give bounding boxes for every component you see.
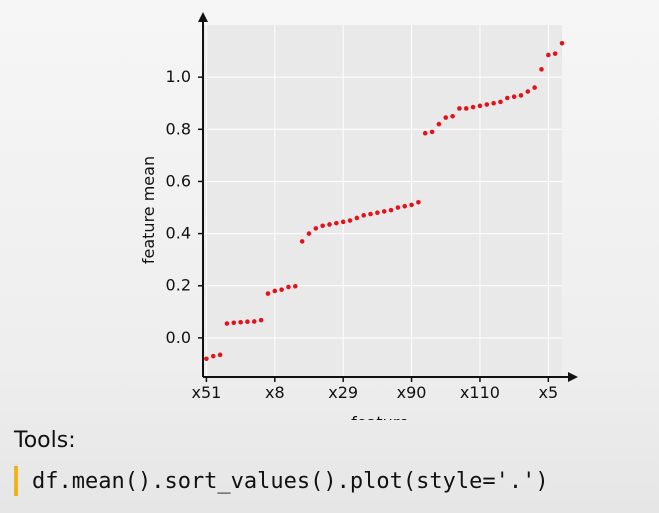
x-tick-label: x51 [192,383,222,402]
y-tick-label: 0.4 [166,224,191,243]
data-point [525,89,531,94]
x-tick-label: x8 [265,383,285,402]
data-points [204,40,565,362]
data-point [204,356,209,362]
data-point [429,129,435,135]
data-point [238,319,243,325]
data-point [306,231,312,236]
data-point [518,93,524,98]
code-snippet: df.mean().sort_values().plot(style='.') [14,464,549,498]
data-point [450,113,455,119]
data-point [532,85,537,90]
data-point [293,283,298,289]
data-point [388,207,394,213]
data-point [409,202,414,208]
data-point [265,291,271,296]
axes [198,12,578,382]
data-point [320,223,325,229]
data-point [416,200,421,205]
data-point [286,284,291,290]
data-point [334,220,339,226]
data-point [375,210,380,216]
data-point [422,130,428,136]
data-point [347,218,353,223]
y-tick-label: 0.8 [166,119,191,138]
code-text: df.mean().sort_values().plot(style='.') [32,468,549,494]
data-point [245,319,250,325]
data-point [272,288,278,294]
data-point [361,213,366,218]
data-point [231,320,237,326]
x-tick-label: x5 [538,383,558,402]
data-point [224,321,230,326]
x-tick-label: x29 [328,383,358,402]
y-tick-label: 0.0 [166,328,191,347]
y-axis-arrow [198,12,208,22]
data-point [498,99,503,105]
tick-labels: x51 x8 x29 x90 x110 x5 0.0 0.2 0.4 0.6 0.8 1.0 [166,67,559,402]
data-point [470,104,476,110]
data-point [559,40,565,46]
x-tick-label: x110 [460,383,500,402]
x-tick-label: x90 [397,383,427,402]
data-point [395,205,401,210]
y-tick-label: 0.2 [166,276,191,295]
data-point [477,103,483,109]
data-point [368,211,373,217]
data-point [327,222,332,227]
data-point [299,239,305,244]
data-point [313,226,319,231]
data-point [340,219,346,225]
data-point [546,52,551,58]
data-point [457,106,462,111]
y-axis-label: feature mean [139,156,158,264]
data-point [436,121,442,127]
data-point [443,115,449,120]
data-point [354,215,360,221]
data-point [491,100,496,106]
data-point [552,51,558,56]
data-point [402,203,408,209]
data-point [210,353,216,359]
data-point [511,94,517,100]
data-point [258,317,264,323]
data-point [217,352,223,358]
scatter-chart: x51 x8 x29 x90 x110 x5 0.0 0.2 0.4 0.6 0.8 1.0 feat… [139,12,578,420]
x-axis-arrow [568,372,578,382]
code-accent-bar [14,466,18,496]
tools-heading: Tools: [14,428,76,453]
y-tick-label: 0.6 [166,171,191,190]
data-point [279,287,284,292]
grid [203,25,562,377]
data-point [251,319,257,324]
x-axis-label: feature [351,413,409,420]
data-point [484,102,490,107]
data-point [463,106,469,111]
plot-background [203,25,562,377]
data-point [539,67,544,72]
y-tick-label: 1.0 [166,67,191,86]
data-point [504,95,510,101]
data-point [381,209,387,214]
